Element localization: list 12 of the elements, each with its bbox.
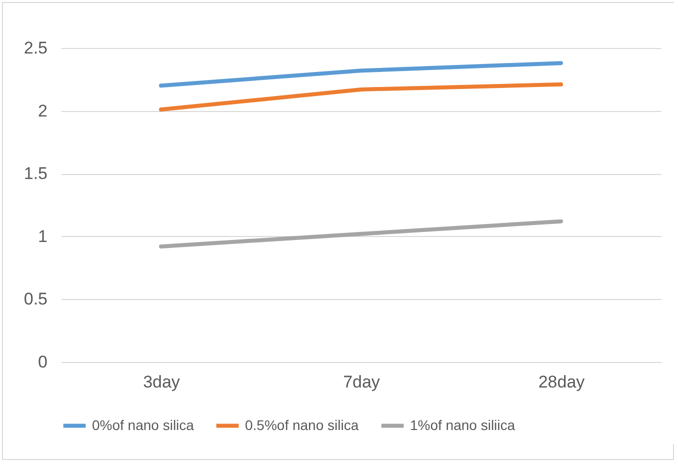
x-tick-label: 28day: [538, 372, 586, 392]
legend-label: 0.5%of nano silica: [245, 416, 359, 433]
x-tick-label: 3day: [143, 372, 180, 392]
y-tick-label: 0: [38, 352, 48, 372]
y-tick-label: 0.5: [24, 290, 48, 309]
y-tick-label: 1: [38, 226, 48, 246]
y-tick-label: 2: [38, 101, 48, 120]
y-tick-label: 1.5: [24, 164, 48, 184]
legend-label: 0%of nano silica: [92, 416, 194, 433]
y-tick-label: 2.5: [24, 38, 48, 58]
legend-label: 1%of nano siliica: [410, 416, 516, 433]
x-tick-label: 7day: [343, 372, 380, 392]
